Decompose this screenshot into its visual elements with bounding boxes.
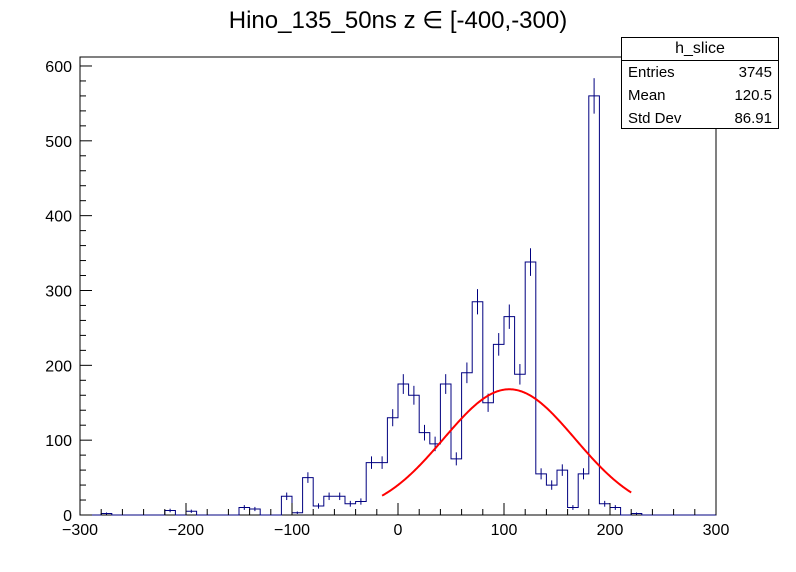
histogram-bin — [557, 470, 568, 515]
histogram-bin — [462, 373, 473, 515]
histogram-bin — [303, 478, 314, 515]
histogram-bin — [536, 474, 547, 515]
stats-value: 120.5 — [734, 87, 772, 104]
histogram-bin — [419, 433, 430, 515]
x-tick-label: −100 — [274, 522, 310, 539]
histogram-bin — [483, 403, 494, 515]
histogram-bin — [430, 444, 441, 515]
histogram-bin — [440, 384, 451, 515]
histogram-bin — [409, 395, 420, 515]
y-tick-label: 500 — [45, 134, 72, 151]
x-tick-label: −200 — [168, 522, 204, 539]
y-tick-label: 300 — [45, 283, 72, 300]
y-tick-label: 200 — [45, 358, 72, 375]
histogram-bin — [366, 463, 377, 515]
stats-label: Entries — [628, 64, 675, 81]
x-tick-label: −300 — [62, 522, 98, 539]
x-tick-label: 300 — [703, 522, 730, 539]
histogram-bin — [398, 384, 409, 515]
y-tick-label: 100 — [45, 433, 72, 450]
y-tick-label: 400 — [45, 209, 72, 226]
y-tick-label: 600 — [45, 59, 72, 76]
histogram-bin — [589, 96, 600, 515]
chart-title: Hino_135_50ns z ∈ [-400,-300) — [228, 7, 568, 34]
histogram-bin — [387, 418, 398, 515]
histogram-bin — [493, 344, 504, 515]
stats-row-stddev: Std Dev 86.91 — [622, 107, 778, 130]
stats-value: 86.91 — [734, 110, 772, 127]
stats-title: h_slice — [622, 38, 778, 61]
histogram-bin — [578, 474, 589, 515]
histogram-bin — [515, 374, 526, 515]
histogram-outline — [80, 95, 716, 516]
x-tick-label: 200 — [597, 522, 624, 539]
stats-value: 3745 — [738, 64, 772, 81]
histogram-bin — [472, 302, 483, 515]
x-tick-label: 0 — [394, 522, 403, 539]
histogram-bin — [525, 262, 536, 515]
histogram-bin — [377, 463, 388, 515]
gaussian-fit-line — [381, 388, 632, 497]
histogram-bin — [504, 317, 515, 515]
stats-row-entries: Entries 3745 — [622, 61, 778, 84]
x-tick-label: 100 — [491, 522, 518, 539]
stats-box: h_slice Entries 3745 Mean 120.5 Std Dev … — [621, 37, 779, 129]
stats-label: Std Dev — [628, 110, 682, 127]
y-tick-label: 0 — [63, 508, 72, 525]
stats-row-mean: Mean 120.5 — [622, 84, 778, 107]
stats-label: Mean — [628, 87, 666, 104]
histogram-bin — [451, 459, 462, 515]
